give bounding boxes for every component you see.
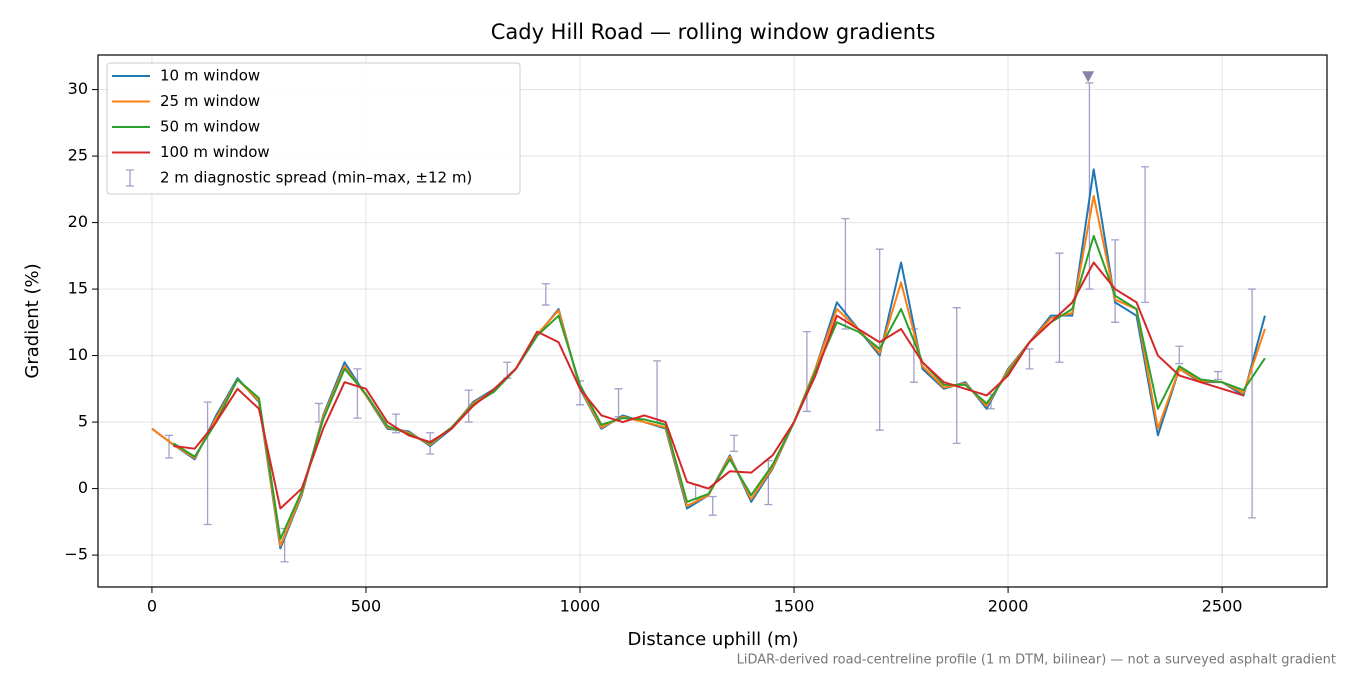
error-bar xyxy=(1248,288,1257,519)
error-bar xyxy=(708,495,717,516)
x-axis-label: Distance uphill (m) xyxy=(628,629,799,650)
legend: 10 m window 25 m window 50 m window 100 m w… xyxy=(106,62,521,195)
error-bar xyxy=(841,217,850,330)
plot-frame xyxy=(97,54,1328,588)
y-tick-label: 15 xyxy=(68,279,88,298)
x-tick-label: 2000 xyxy=(988,597,1029,616)
legend-label: 100 m window xyxy=(160,143,270,161)
legend-label: 2 m diagnostic spread (min–max, ±12 m) xyxy=(160,169,472,187)
y-tick-label: 20 xyxy=(68,212,88,231)
x-tick-label: 2500 xyxy=(1202,597,1243,616)
error-bar xyxy=(1141,166,1150,304)
error-bar xyxy=(1111,239,1120,323)
x-tick-label: 1000 xyxy=(560,597,601,616)
error-bar xyxy=(1025,348,1034,370)
error-bar xyxy=(653,360,662,423)
y-tick-label: 0 xyxy=(78,478,88,497)
y-axis-label: Gradient (%) xyxy=(22,263,43,378)
chart-title: Cady Hill Road — rolling window gradient… xyxy=(491,20,936,44)
x-tick-label: 500 xyxy=(351,597,382,616)
y-tick-label: 10 xyxy=(68,345,88,364)
error-bar xyxy=(203,401,212,526)
error-bar xyxy=(730,434,739,452)
y-tick-label: −5 xyxy=(64,545,88,564)
error-bar xyxy=(952,307,961,445)
series-line xyxy=(151,168,1266,550)
y-tick-label: 5 xyxy=(78,412,88,431)
legend-label: 10 m window xyxy=(160,67,260,85)
legend-box xyxy=(106,62,521,195)
error-bar xyxy=(1085,82,1094,290)
error-bar xyxy=(875,248,884,431)
error-bar xyxy=(1213,370,1222,381)
error-bar xyxy=(1055,252,1064,363)
x-tick-label: 0 xyxy=(147,597,157,616)
series-line xyxy=(151,194,1266,547)
error-bar xyxy=(165,434,174,459)
error-bar xyxy=(541,283,550,306)
legend-label: 50 m window xyxy=(160,118,260,136)
peak-marker xyxy=(1082,71,1095,83)
series-line xyxy=(173,261,1244,510)
footnote: LiDAR-derived road-centreline profile (1… xyxy=(737,653,1336,668)
y-tick-label: 25 xyxy=(68,146,88,165)
x-tick-label: 1500 xyxy=(774,597,815,616)
series-line xyxy=(172,234,1266,541)
error-bar xyxy=(802,330,811,413)
legend-swatch xyxy=(126,169,134,187)
legend-label: 25 m window xyxy=(160,92,260,110)
y-tick-label: 30 xyxy=(68,79,88,98)
error-bar xyxy=(614,388,623,418)
error-bar xyxy=(1175,345,1184,365)
error-bar xyxy=(353,368,362,419)
